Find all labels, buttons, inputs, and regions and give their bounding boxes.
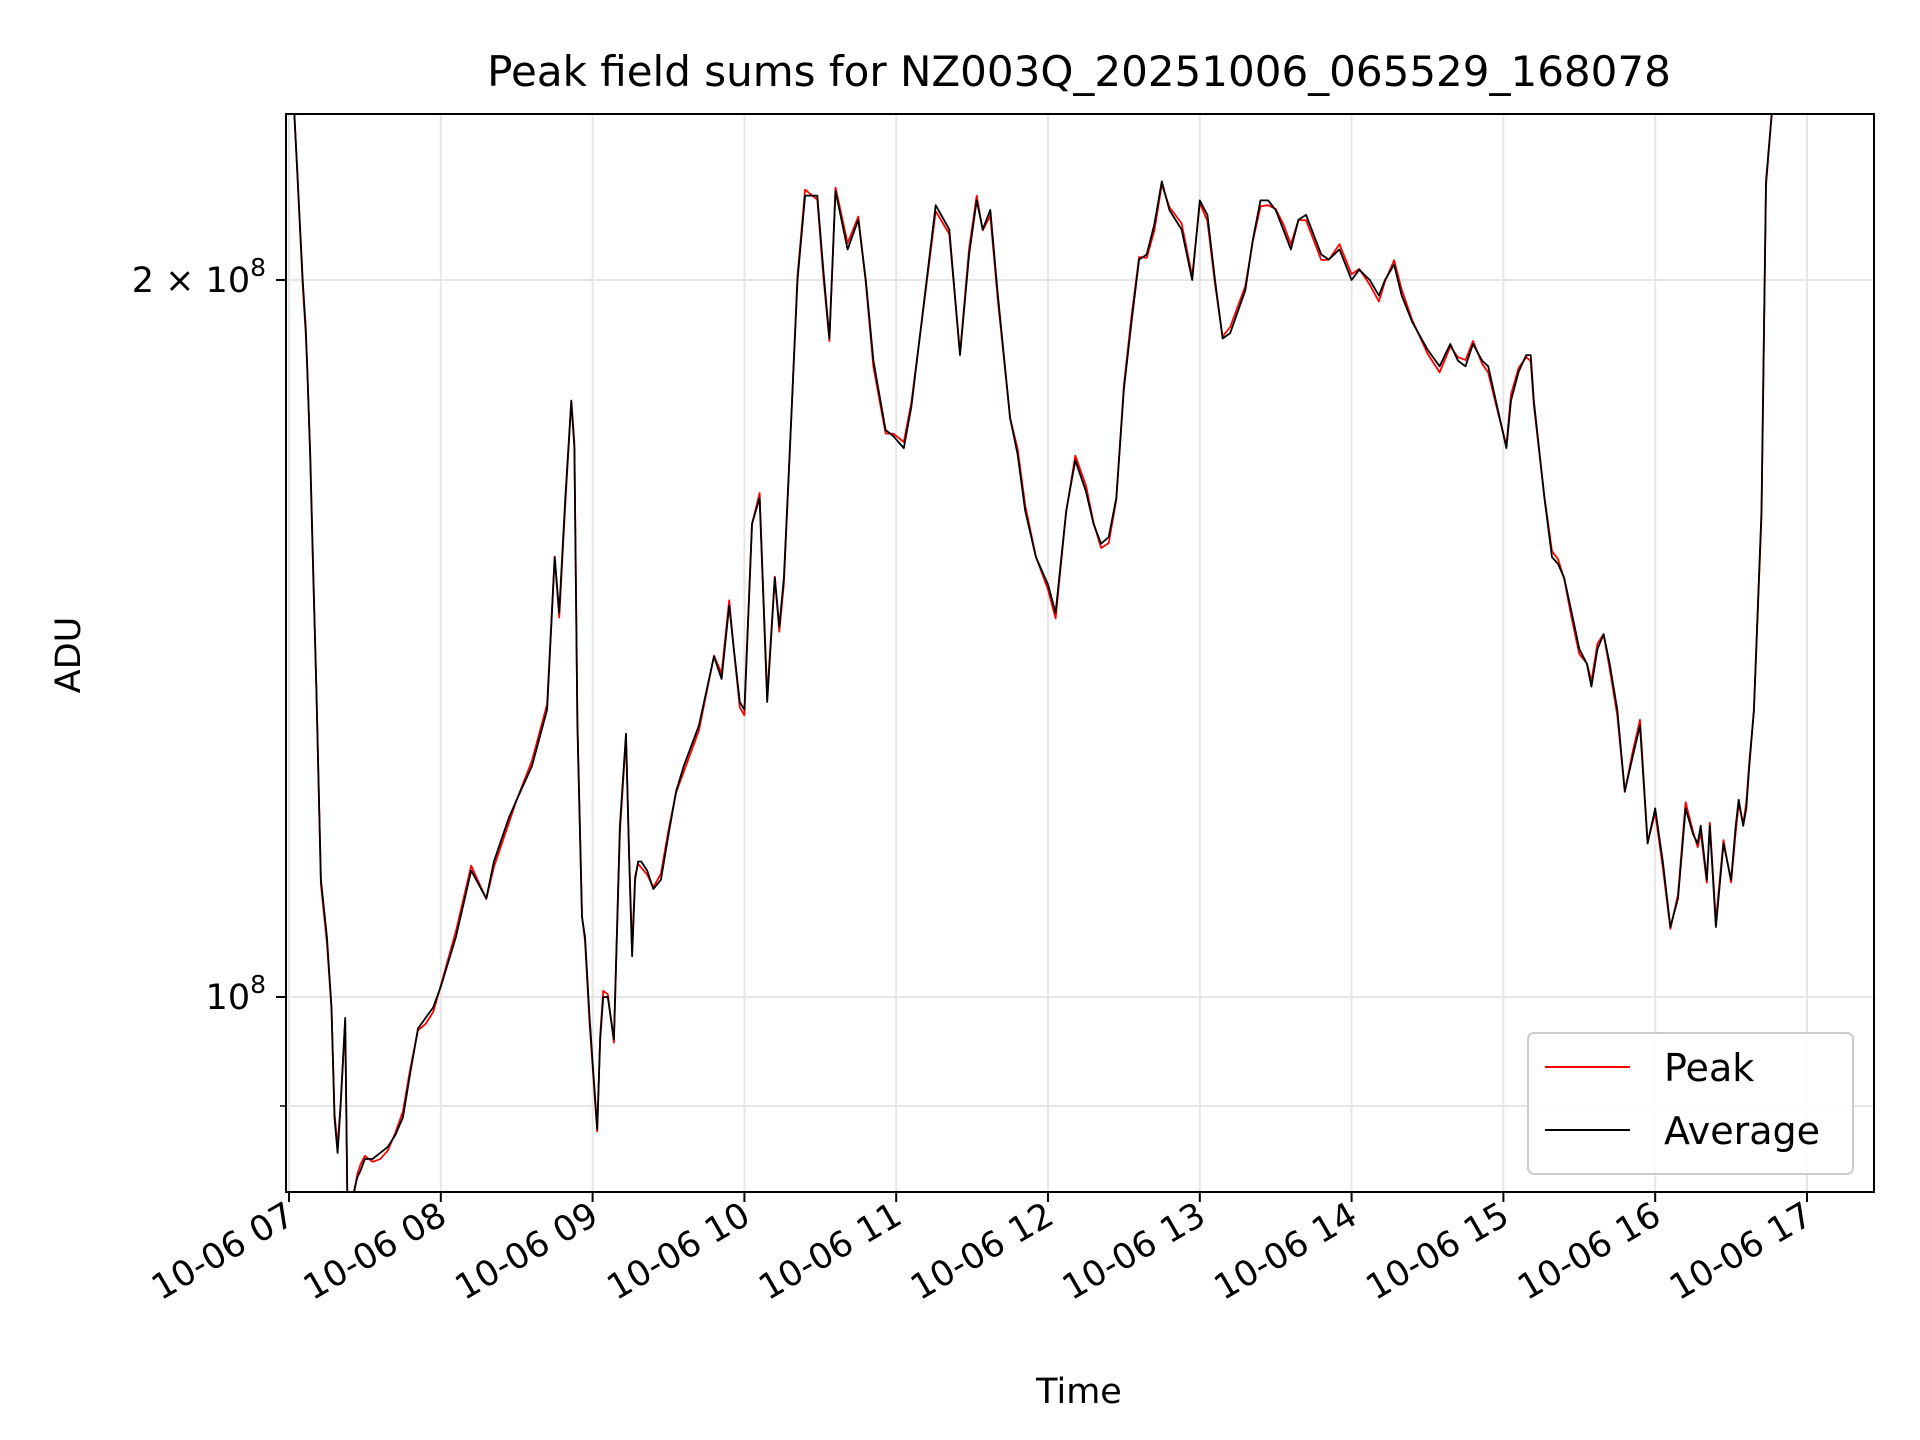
plot-series bbox=[293, 114, 1773, 1192]
legend: Peak Average bbox=[1527, 1032, 1854, 1175]
plot-frame bbox=[285, 113, 1875, 1193]
y-tick-label: 2 × 108 bbox=[132, 253, 266, 301]
legend-label-average: Average bbox=[1664, 1109, 1820, 1153]
chart-title: Peak field sums for NZ003Q_20251006_0655… bbox=[487, 47, 1671, 96]
y-axis: 108 2 × 108 bbox=[132, 253, 286, 1107]
legend-box bbox=[1527, 1032, 1854, 1175]
y-tick-label: 108 bbox=[206, 970, 266, 1018]
legend-label-peak: Peak bbox=[1664, 1046, 1754, 1090]
y-axis-label: ADU bbox=[49, 617, 89, 694]
x-axis-label: Time bbox=[1035, 1372, 1122, 1412]
series-line-average bbox=[293, 114, 1773, 1192]
grid bbox=[286, 114, 1874, 1192]
